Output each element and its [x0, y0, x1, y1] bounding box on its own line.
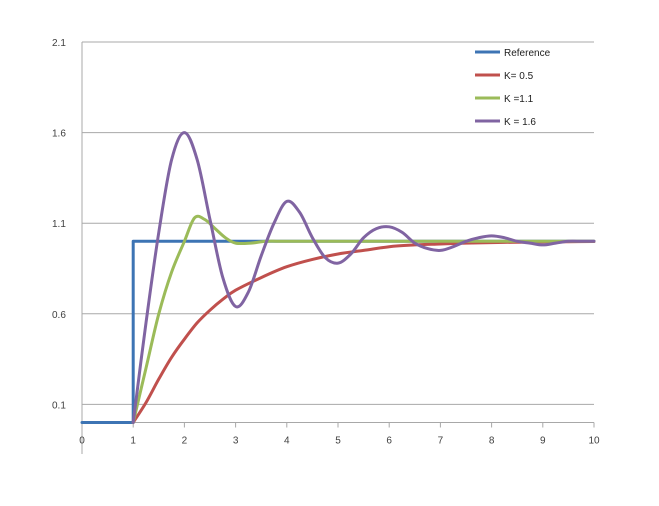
axes: 0.1 0.6 1.1 1.6 2.1 0 1 2 3 4 5 6 7 8 9 10	[52, 38, 600, 454]
series-line-3	[131, 131, 596, 424]
y-tick-label: 1.1	[52, 219, 66, 230]
x-tick-label: 5	[335, 436, 341, 447]
series-line-0	[80, 239, 596, 424]
y-tick-label: 0.1	[52, 400, 66, 411]
legend-label: Reference	[504, 48, 551, 59]
x-tick-label: 3	[233, 436, 239, 447]
legend-label: K = 1.6	[504, 117, 536, 128]
x-tick-label: 8	[489, 436, 495, 447]
series-line-1	[131, 240, 596, 424]
legend-item: K =1.1	[475, 94, 534, 105]
legend-label: K= 0.5	[504, 71, 534, 82]
y-tick-label: 0.6	[52, 310, 66, 321]
x-tick-label: 4	[284, 436, 290, 447]
legend-item: Reference	[475, 48, 551, 59]
x-tick-label: 2	[182, 436, 188, 447]
legend-item: K= 0.5	[475, 71, 534, 82]
x-tick-label: 1	[130, 436, 136, 447]
y-tick-label: 2.1	[52, 38, 66, 49]
x-tick-label: 7	[438, 436, 444, 447]
x-tick-label: 0	[79, 436, 85, 447]
x-tick-label: 6	[386, 436, 392, 447]
legend-label: K =1.1	[504, 94, 534, 105]
legend: Reference K= 0.5 K =1.1 K = 1.6	[475, 48, 551, 128]
series-line-2	[131, 214, 596, 424]
x-tick-label: 10	[588, 436, 600, 447]
y-tick-label: 1.6	[52, 129, 66, 140]
series-lines	[80, 131, 596, 424]
legend-item: K = 1.6	[475, 117, 536, 128]
x-tick-label: 9	[540, 436, 546, 447]
grid	[82, 41, 594, 405]
